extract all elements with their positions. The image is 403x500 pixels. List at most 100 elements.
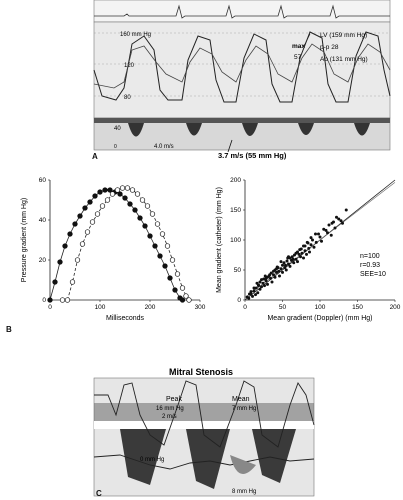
data-point <box>79 241 86 247</box>
scatter-point <box>283 266 287 270</box>
mitral-signal-band <box>94 403 314 421</box>
mean-value: 7 mm Hg <box>232 406 256 412</box>
scatter-point <box>290 255 294 259</box>
panel-letter-c: C <box>96 489 102 498</box>
legend-pp: p-p 28 <box>320 44 339 51</box>
x-axis-label: Mean gradient (Doppler) (mm Hg) <box>267 315 372 322</box>
x-tick-label: 300 <box>195 304 206 311</box>
scatter-point <box>302 256 305 260</box>
scatter-point <box>286 256 290 260</box>
y-tick-label: 40 <box>39 217 47 224</box>
x-tick-label: 200 <box>390 304 401 311</box>
x-axis-label: Milliseconds <box>106 315 145 322</box>
data-point <box>119 185 126 191</box>
scatter-point <box>294 257 298 261</box>
panel-c-figure: Mitral Stenosis Peak 16 mm Hg 2 m/s Mean… <box>93 367 315 497</box>
scatter-point <box>300 251 304 255</box>
scatter-point <box>299 255 302 259</box>
data-point <box>186 297 192 303</box>
data-point <box>169 257 176 263</box>
lv-trace <box>94 380 315 448</box>
scatter-point <box>272 273 275 277</box>
scatter-point <box>258 280 262 284</box>
scale-label-80: 80 <box>124 95 131 101</box>
data-point <box>52 279 58 285</box>
data-point <box>62 243 68 249</box>
scatter-point <box>335 215 338 219</box>
data-point <box>122 195 128 201</box>
scatter-point <box>330 221 334 225</box>
data-point <box>114 187 121 193</box>
mitral-inflow-envelope <box>120 429 166 485</box>
scatter-point <box>302 244 305 248</box>
scatter-point <box>296 260 299 264</box>
x-tick-label: 0 <box>48 304 52 311</box>
peak-label: Peak <box>166 396 182 403</box>
series-line <box>62 187 190 301</box>
scatter-point <box>279 260 283 264</box>
scatter-point <box>262 277 266 281</box>
scale-label-160: 160 mm Hg <box>120 32 151 38</box>
data-point <box>109 191 116 197</box>
data-point <box>139 197 146 203</box>
panel-letter-a: A <box>92 152 98 161</box>
scale-label-40: 40 <box>114 126 121 132</box>
data-point <box>72 221 78 227</box>
panel-b: 0 100 200 300 0 20 40 60 Milliseconds Pressure gr… <box>0 160 403 365</box>
gradient-shaded-area <box>230 455 256 474</box>
scatter-point <box>303 249 307 253</box>
scatter-point <box>263 274 267 278</box>
scatter-point <box>291 257 295 261</box>
scatter-point <box>327 223 331 227</box>
doppler-catheter-scatter: 0 50 100 150 200 0 50 100 150 200 Mean gradient (D… <box>216 177 401 322</box>
scatter-point <box>292 261 296 265</box>
scatter-point <box>312 245 316 249</box>
x-tick-label: 100 <box>315 304 326 311</box>
legend-ao: Ao (131 mm Hg) <box>320 56 368 63</box>
scatter-point <box>317 232 320 236</box>
scatter-point <box>284 268 288 272</box>
data-point <box>69 279 76 285</box>
scatter-point <box>275 267 278 271</box>
data-point <box>129 187 136 193</box>
scatter-point <box>308 250 311 254</box>
ecg-trace <box>94 4 390 19</box>
y-tick-label: 50 <box>234 267 242 274</box>
data-point <box>102 187 108 193</box>
data-point <box>159 231 166 237</box>
x-tick-label: 200 <box>145 304 156 311</box>
data-point <box>74 257 81 263</box>
data-point <box>152 243 158 249</box>
data-point <box>179 285 186 291</box>
la-trace <box>93 454 315 470</box>
scatter-point <box>256 291 260 295</box>
velocity-scale-label: 2 m/s <box>162 414 177 420</box>
scatter-point <box>297 252 301 256</box>
data-point <box>107 187 113 193</box>
stat-annotation: r=0.93 <box>360 262 380 269</box>
panel-c: Mitral Stenosis Peak 16 mm Hg 2 m/s Mean… <box>0 365 403 500</box>
scatter-point <box>261 281 265 285</box>
x-tick-label: 100 <box>95 304 106 311</box>
data-point <box>77 213 83 219</box>
scatter-point <box>279 267 283 271</box>
gradient-time-chart: 0 100 200 300 0 20 40 60 Milliseconds Pressure gr… <box>21 177 206 322</box>
y-tick-label: 200 <box>230 177 241 184</box>
data-point <box>82 205 88 211</box>
scatter-point <box>254 293 257 297</box>
scatter-point <box>275 270 278 274</box>
scatter-point <box>281 263 284 267</box>
y-axis-label: Pressure gradient (mm Hg) <box>21 198 28 282</box>
scatter-point <box>248 292 251 296</box>
data-point <box>57 259 63 265</box>
scatter-point <box>247 296 251 300</box>
scatter-point <box>252 289 256 293</box>
scatter-point <box>252 286 256 290</box>
x-tick-label: 50 <box>279 304 287 311</box>
bottom-pressure-label: 8 mm Hg <box>232 489 256 495</box>
doppler-strip <box>93 117 391 151</box>
ao-pressure-wave <box>93 43 391 89</box>
data-point <box>183 293 189 299</box>
scatter-point <box>269 276 272 280</box>
velocity-main-label: 3.7 m/s (55 mm Hg) <box>218 151 287 160</box>
